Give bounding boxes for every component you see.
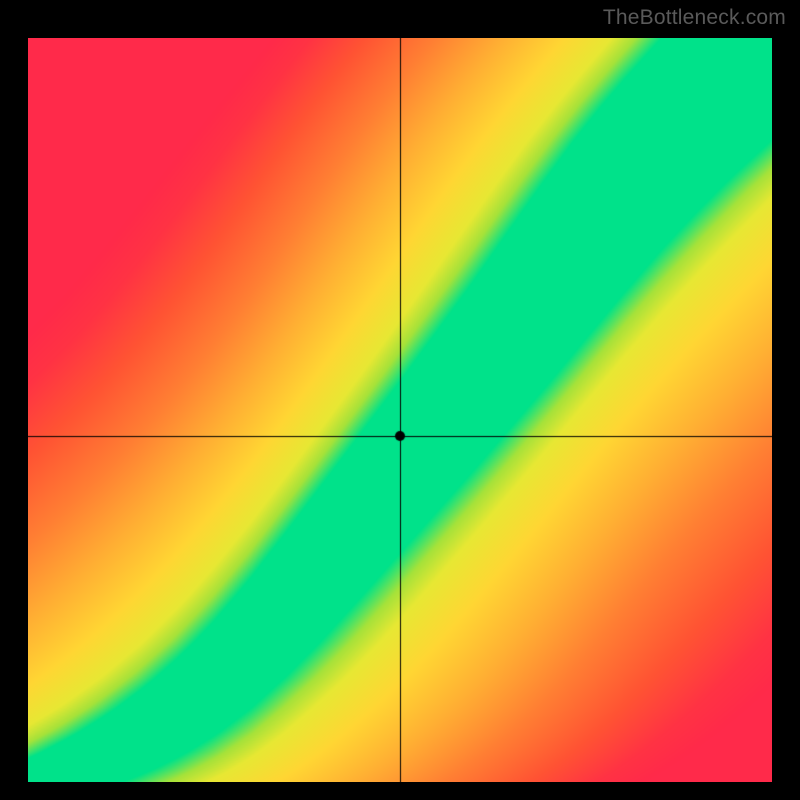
bottleneck-heatmap	[28, 38, 772, 782]
chart-container: TheBottleneck.com	[0, 0, 800, 800]
watermark-label: TheBottleneck.com	[603, 6, 786, 30]
